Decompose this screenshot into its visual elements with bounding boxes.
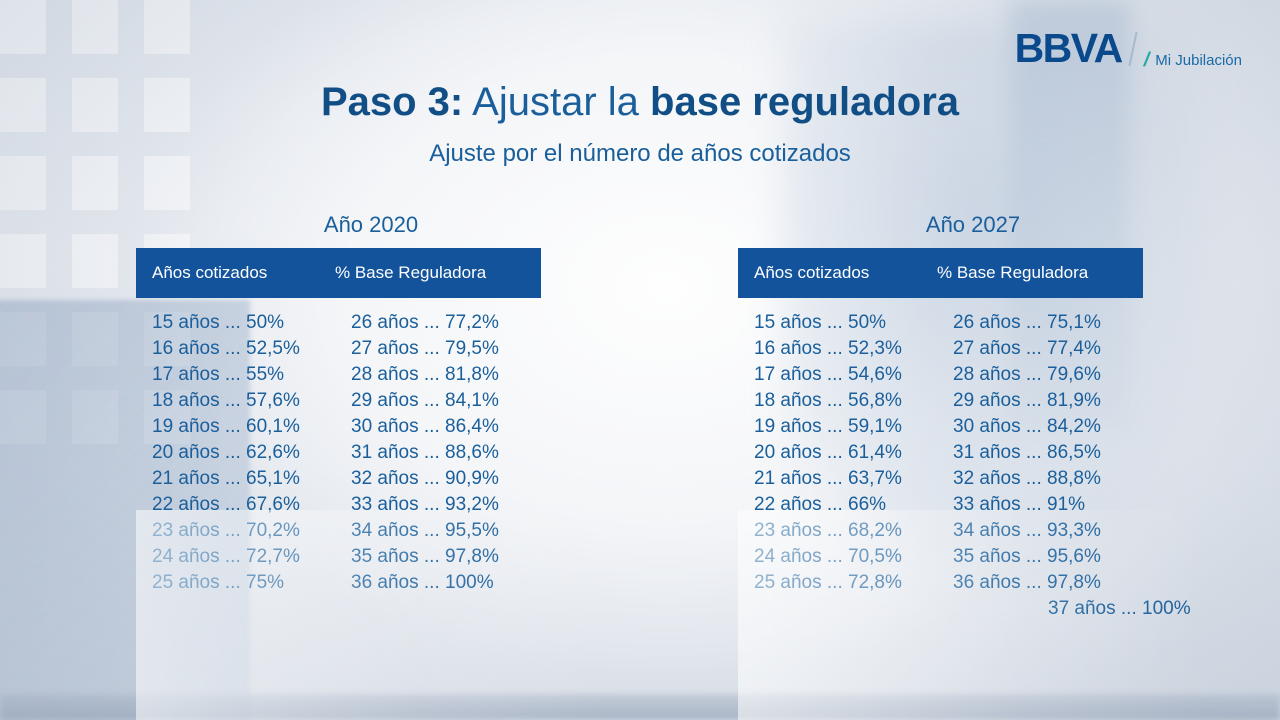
table-row: 24 años ... 70,5% [754,546,902,567]
brand-subtitle: Mi Jubilación [1155,51,1242,69]
column-header-years: Años cotizados [152,263,268,282]
table-row: 16 años ... 52,5% [152,338,300,359]
table-row: 26 años ... 75,1% [953,312,1101,333]
table-row: 31 años ... 88,6% [351,442,499,463]
table-row: 20 años ... 61,4% [754,442,902,463]
panel-2027-left-column: 15 años ... 50% 16 años ... 52,3% 17 año… [738,312,937,624]
table-row: 25 años ... 75% [152,572,285,593]
table-row: 29 años ... 81,9% [953,390,1101,411]
table-row: 30 años ... 84,2% [953,416,1101,437]
table-row: 17 años ... 55% [152,364,285,385]
page-subtitle: Ajuste por el número de años cotizados [429,140,851,167]
table-row: 23 años ... 70,2% [152,520,300,541]
table-row: 33 años ... 93,2% [351,494,499,515]
table-row: 22 años ... 67,6% [152,494,300,515]
table-row-extra: 37 años ... 100% [1048,598,1191,619]
panel-2020: Año 2020 Años cotizados % Base Regulador… [136,212,606,720]
table-row: 21 años ... 65,1% [152,468,300,489]
column-header-years: Años cotizados [754,263,870,282]
brand-lockup: BBVA / Mi Jubilación [1014,25,1242,72]
table-row: 19 años ... 60,1% [152,416,300,437]
table-row: 35 años ... 95,6% [953,546,1101,567]
background-bottom-bar [0,694,1280,720]
column-header-pct: % Base Reguladora [335,263,487,282]
panel-2020-title: Año 2020 [323,212,419,237]
table-row: 35 años ... 97,8% [351,546,499,567]
table-row: 36 años ... 97,8% [953,572,1101,593]
table-row: 32 años ... 90,9% [351,468,499,489]
table-row: 28 años ... 81,8% [351,364,499,385]
table-row: 30 años ... 86,4% [351,416,499,437]
page-title: Paso 3: Ajustar la base reguladora [0,80,1280,124]
table-row: 27 años ... 77,4% [953,338,1101,359]
table-row: 24 años ... 72,7% [152,546,300,567]
table-row: 16 años ... 52,3% [754,338,902,359]
table-row: 27 años ... 79,5% [351,338,499,359]
table-row: 15 años ... 50% [754,312,887,333]
panel-2027: Año 2027 Años cotizados % Base Regulador… [738,212,1208,720]
panel-2027-title: Año 2027 [925,212,1021,237]
page-title-prefix: Paso 3: [320,80,464,124]
table-row: 20 años ... 62,6% [152,442,300,463]
table-row: 26 años ... 77,2% [351,312,499,333]
brand-sub-lockup: / Mi Jubilación [1141,49,1242,71]
table-row: 22 años ... 66% [754,494,887,515]
table-row: 19 años ... 59,1% [754,416,902,437]
panel-2020-right-column: 26 años ... 77,2% 27 años ... 79,5% 28 a… [335,312,575,598]
table-row: 31 años ... 86,5% [953,442,1101,463]
panel-2027-table-header: Años cotizados % Base Reguladora [738,248,1143,298]
panel-2020-table-body: 15 años ... 50% 16 años ... 52,5% 17 año… [136,298,606,598]
slash-icon: / [1141,49,1152,71]
table-row: 34 años ... 95,5% [351,520,499,541]
table-row: 18 años ... 56,8% [754,390,902,411]
table-row: 15 años ... 50% [152,312,285,333]
panel-2027-right-column: 26 años ... 75,1% 27 años ... 77,4% 28 a… [937,312,1191,624]
table-row: 25 años ... 72,8% [754,572,902,593]
page-title-suffix: base reguladora [650,80,960,124]
table-row: 33 años ... 91% [953,494,1086,515]
panel-2020-left-column: 15 años ... 50% 16 años ... 52,5% 17 año… [136,312,335,598]
background-figure [780,20,1210,580]
table-row: 34 años ... 93,3% [953,520,1101,541]
table-row: 29 años ... 84,1% [351,390,499,411]
table-row: 18 años ... 57,6% [152,390,300,411]
table-row: 36 años ... 100% [351,572,494,593]
table-row: 32 años ... 88,8% [953,468,1101,489]
page-title-middle: Ajustar la [463,80,651,124]
column-header-pct: % Base Reguladora [937,263,1089,282]
table-row: 17 años ... 54,6% [754,364,902,385]
table-row: 23 años ... 68,2% [754,520,902,541]
table-row: 21 años ... 63,7% [754,468,902,489]
brand-divider [1128,32,1138,66]
panel-2027-table-body: 15 años ... 50% 16 años ... 52,3% 17 año… [738,298,1208,624]
bbva-logo: BBVA [1014,25,1124,71]
panel-2020-table-header: Años cotizados % Base Reguladora [136,248,541,298]
table-row: 28 años ... 79,6% [953,364,1101,385]
